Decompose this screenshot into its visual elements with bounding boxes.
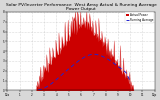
Legend: Actual Power, Running Average: Actual Power, Running Average bbox=[125, 12, 154, 22]
Title: Solar PV/Inverter Performance  West Array Actual & Running Average Power Output: Solar PV/Inverter Performance West Array… bbox=[5, 3, 156, 11]
